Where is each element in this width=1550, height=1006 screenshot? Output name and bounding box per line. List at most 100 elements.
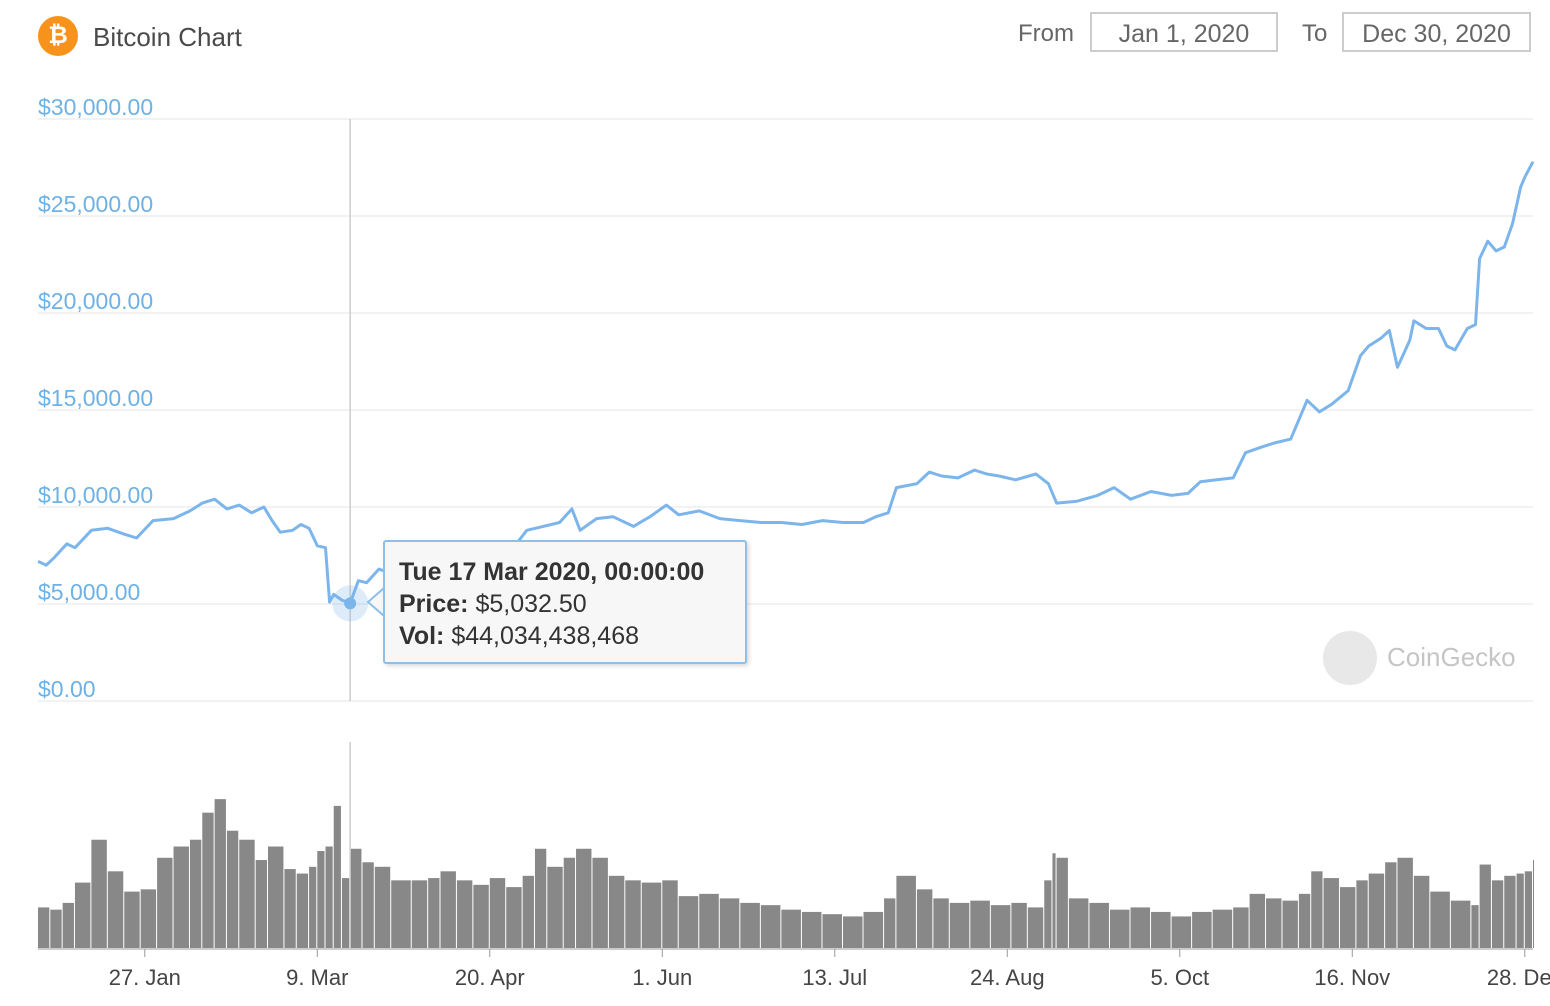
volume-bar (391, 880, 411, 948)
price-tooltip: Tue 17 Mar 2020, 00:00:00 Price: $5,032.… (383, 540, 747, 664)
tooltip-price-row: Price: $5,032.50 (399, 588, 731, 620)
x-tick-label: 13. Jul (802, 965, 867, 990)
volume-bar (189, 839, 202, 948)
x-tick-label: 16. Nov (1314, 965, 1390, 990)
y-tick-label: $25,000.00 (38, 191, 153, 217)
bitcoin-logo-icon: ₿ (38, 16, 78, 56)
tooltip-date: Tue 17 Mar 2020, 00:00:00 (399, 558, 705, 586)
volume-bar (1044, 880, 1052, 948)
volume-bar (140, 889, 157, 948)
from-date-input[interactable]: Jan 1, 2020 (1090, 12, 1278, 52)
volume-bar (440, 871, 456, 948)
volume-bar (863, 911, 884, 948)
volume-bar (719, 898, 740, 948)
volume-bar (1052, 853, 1056, 948)
tooltip-vol-label: Vol: (399, 622, 445, 650)
volume-bar (341, 878, 350, 948)
volume-bar (1479, 864, 1491, 948)
volume-bar (933, 898, 949, 948)
volume-bar (896, 875, 916, 948)
volume-bar (1011, 902, 1027, 948)
volume-bar (760, 905, 781, 948)
volume-bar (576, 848, 592, 948)
volume-bar (350, 848, 362, 948)
to-date-input[interactable]: Dec 30, 2020 (1342, 12, 1531, 52)
y-tick-label: $20,000.00 (38, 288, 153, 314)
y-tick-label: $10,000.00 (38, 482, 153, 508)
volume-bar (1533, 860, 1534, 948)
x-tick-label: 5. Oct (1150, 965, 1209, 990)
volume-bar (949, 902, 970, 948)
y-tick-label: $0.00 (38, 676, 96, 702)
price-line (37, 160, 1535, 605)
volume-bar (1027, 907, 1044, 948)
volume-bar (1282, 900, 1298, 948)
volume-bar (662, 880, 678, 948)
volume-bar (1311, 871, 1323, 948)
x-tick-label: 20. Apr (455, 965, 525, 990)
volume-bar (1109, 909, 1130, 948)
x-tick-label: 1. Jun (632, 965, 692, 990)
volume-bar (411, 880, 428, 948)
volume-bar (534, 848, 547, 948)
volume-bar (1471, 905, 1479, 948)
volume-bar (1339, 887, 1356, 948)
volume-bar (1298, 893, 1311, 948)
volume-bar (1233, 907, 1249, 948)
price-line-layer (37, 160, 1535, 605)
tooltip-vol-value: $44,034,438,468 (451, 622, 640, 650)
volume-bar (641, 882, 662, 948)
volume-bar (124, 891, 140, 948)
watermark-text: CoinGecko (1387, 642, 1516, 672)
volume-bar (1249, 893, 1266, 948)
volume-bar (970, 900, 990, 948)
volume-bar (1450, 900, 1471, 948)
volume-bar (489, 878, 506, 948)
gecko-logo-icon (1323, 631, 1377, 685)
tooltip-price-label: Price: (399, 590, 469, 618)
volume-bar (1368, 873, 1385, 948)
volume-bar (843, 916, 863, 948)
volume-bar (1504, 875, 1516, 948)
volume-bar (506, 887, 522, 948)
volume-bar (608, 875, 625, 948)
volume-bar (801, 911, 822, 948)
coingecko-watermark: CoinGecko (1323, 630, 1533, 688)
highlight-marker-layer (332, 585, 385, 622)
x-tick-label: 24. Aug (970, 965, 1045, 990)
volume-bar (740, 902, 760, 948)
volume-bar (362, 862, 374, 948)
volume-bar (1413, 875, 1430, 948)
y-axis-labels: $0.00 $5,000.00 $10,000.00 $15,000.00 $20,00… (38, 94, 153, 702)
volume-bar (1151, 911, 1171, 948)
grid-lines (38, 118, 1533, 702)
volume-bar (884, 898, 896, 948)
volume-bar (1212, 909, 1233, 948)
volume-bar (1516, 873, 1524, 948)
volume-bar (781, 909, 801, 948)
highlight-point (344, 597, 357, 610)
volume-bar (296, 873, 309, 948)
tooltip-vol-row: Vol: $44,034,438,468 (399, 620, 731, 652)
volume-bar (284, 869, 296, 948)
tooltip-price-value: $5,032.50 (475, 590, 587, 618)
volume-bar (38, 907, 50, 948)
volume-bar (62, 902, 74, 948)
volume-bar (374, 866, 391, 948)
from-label: From (1018, 20, 1074, 47)
volume-bar (1192, 911, 1212, 948)
volume-bar (91, 839, 107, 948)
volume-bar (317, 851, 325, 948)
volume-bar (1397, 857, 1413, 948)
volume-bar (239, 839, 255, 948)
x-axis: 27. Jan 9. Mar 20. Apr 1. Jun 13. Jul 24. Aug… (38, 948, 1550, 990)
volume-bar (547, 866, 563, 948)
volume-bar (1089, 902, 1109, 948)
volume-bar (563, 857, 576, 948)
volume-bar (473, 884, 489, 948)
volume-bars (38, 799, 1534, 948)
volume-bar (1356, 880, 1368, 948)
volume-bar (226, 830, 239, 948)
volume-bar (1068, 898, 1089, 948)
